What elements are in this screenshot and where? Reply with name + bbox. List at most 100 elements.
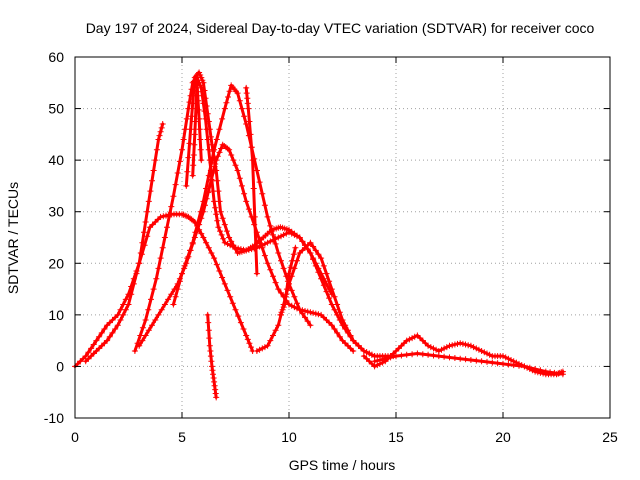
data-point-marker: [193, 92, 200, 99]
data-point-marker: [256, 179, 263, 186]
data-point-marker: [170, 301, 177, 308]
data-point-marker: [142, 332, 149, 339]
data-point-marker: [395, 345, 402, 352]
data-point-marker: [398, 342, 405, 349]
series-spike-4: [277, 244, 299, 318]
data-point-marker: [208, 176, 215, 183]
data-point-marker: [172, 181, 179, 188]
data-point-marker: [210, 371, 216, 378]
data-point-marker: [302, 308, 308, 314]
data-point-marker: [139, 324, 146, 331]
data-point-marker: [435, 348, 442, 354]
data-point-marker: [234, 167, 241, 174]
data-point-marker: [200, 234, 207, 241]
data-point-marker: [153, 275, 160, 282]
data-point-marker: [157, 213, 164, 220]
data-point-marker: [216, 198, 223, 205]
data-point-marker: [559, 371, 566, 378]
data-point-marker: [326, 295, 333, 302]
data-point-marker: [318, 275, 325, 282]
data-point-marker: [200, 79, 207, 86]
data-point-marker: [186, 140, 193, 147]
data-point-marker: [532, 366, 539, 372]
data-point-marker: [139, 239, 146, 246]
data-point-marker: [190, 162, 197, 169]
data-point-marker: [291, 265, 298, 272]
data-point-marker: [122, 296, 129, 303]
data-point-marker: [146, 224, 153, 231]
data-point-marker: [446, 342, 453, 349]
data-point-marker: [120, 311, 127, 318]
data-point-marker: [537, 367, 544, 374]
data-point-marker: [187, 126, 194, 133]
data-point-marker: [183, 182, 190, 189]
data-point-marker: [393, 353, 399, 360]
data-point-marker: [157, 128, 164, 135]
data-point-marker: [195, 106, 202, 113]
data-point-marker: [210, 170, 216, 176]
data-point-marker: [221, 280, 228, 287]
data-point-marker: [133, 270, 140, 277]
data-point-marker: [489, 359, 496, 366]
data-point-marker: [148, 296, 154, 303]
data-point-marker: [414, 350, 421, 357]
data-point-marker: [137, 332, 144, 339]
data-point-marker: [401, 340, 407, 347]
y-tick-label: 20: [48, 255, 64, 271]
data-point-marker: [292, 244, 299, 251]
data-point-marker: [236, 97, 243, 104]
data-point-marker: [213, 157, 220, 164]
y-tick-label: 50: [48, 101, 64, 117]
series-spike-1: [189, 79, 205, 179]
data-point-marker: [147, 188, 154, 195]
data-point-marker: [210, 188, 216, 195]
data-point-marker: [194, 79, 200, 86]
data-point-marker: [194, 88, 201, 95]
data-point-marker: [253, 167, 260, 174]
data-point-marker: [215, 224, 222, 231]
series-track-9: [371, 350, 566, 378]
data-point-marker: [211, 163, 218, 170]
data-point-marker: [331, 306, 338, 313]
data-point-marker: [179, 146, 185, 153]
data-point-marker: [211, 146, 218, 153]
data-point-marker: [128, 291, 135, 298]
data-point-marker: [253, 270, 260, 277]
data-point-marker: [212, 204, 219, 211]
y-tick-label: 30: [48, 204, 64, 220]
data-point-marker: [245, 206, 252, 213]
data-point-marker: [196, 115, 203, 122]
data-point-marker: [74, 360, 81, 367]
data-point-marker: [205, 244, 212, 251]
data-point-marker: [304, 318, 311, 325]
data-point-marker: [219, 115, 226, 122]
data-point-marker: [279, 306, 286, 313]
data-point-marker: [106, 333, 113, 340]
x-tick-labels: 0 5 10 15 20 25: [71, 429, 618, 445]
data-point-marker: [130, 280, 137, 287]
data-point-marker: [312, 247, 319, 254]
data-point-marker: [206, 182, 213, 189]
data-point-marker: [188, 113, 195, 120]
x-tick-label: 25: [602, 429, 618, 445]
data-point-marker: [374, 362, 381, 369]
data-point-marker: [192, 105, 199, 112]
data-point-marker: [205, 189, 212, 196]
data-point-marker: [207, 348, 214, 354]
data-point-marker: [302, 314, 308, 321]
data-point-marker: [403, 351, 410, 358]
data-point-marker: [172, 293, 179, 300]
data-point-marker: [288, 302, 295, 309]
data-point-marker: [219, 215, 226, 222]
data-point-marker: [185, 154, 192, 161]
data-point-marker: [457, 355, 464, 362]
data-point-marker: [320, 262, 327, 269]
data-point-marker: [315, 251, 322, 258]
data-point-marker: [159, 121, 166, 127]
data-point-marker: [441, 353, 448, 360]
data-point-marker: [371, 358, 378, 365]
series-spike-2: [204, 311, 220, 401]
data-point-marker: [155, 136, 162, 143]
data-point-marker: [272, 279, 279, 286]
data-point-marker: [299, 307, 306, 314]
